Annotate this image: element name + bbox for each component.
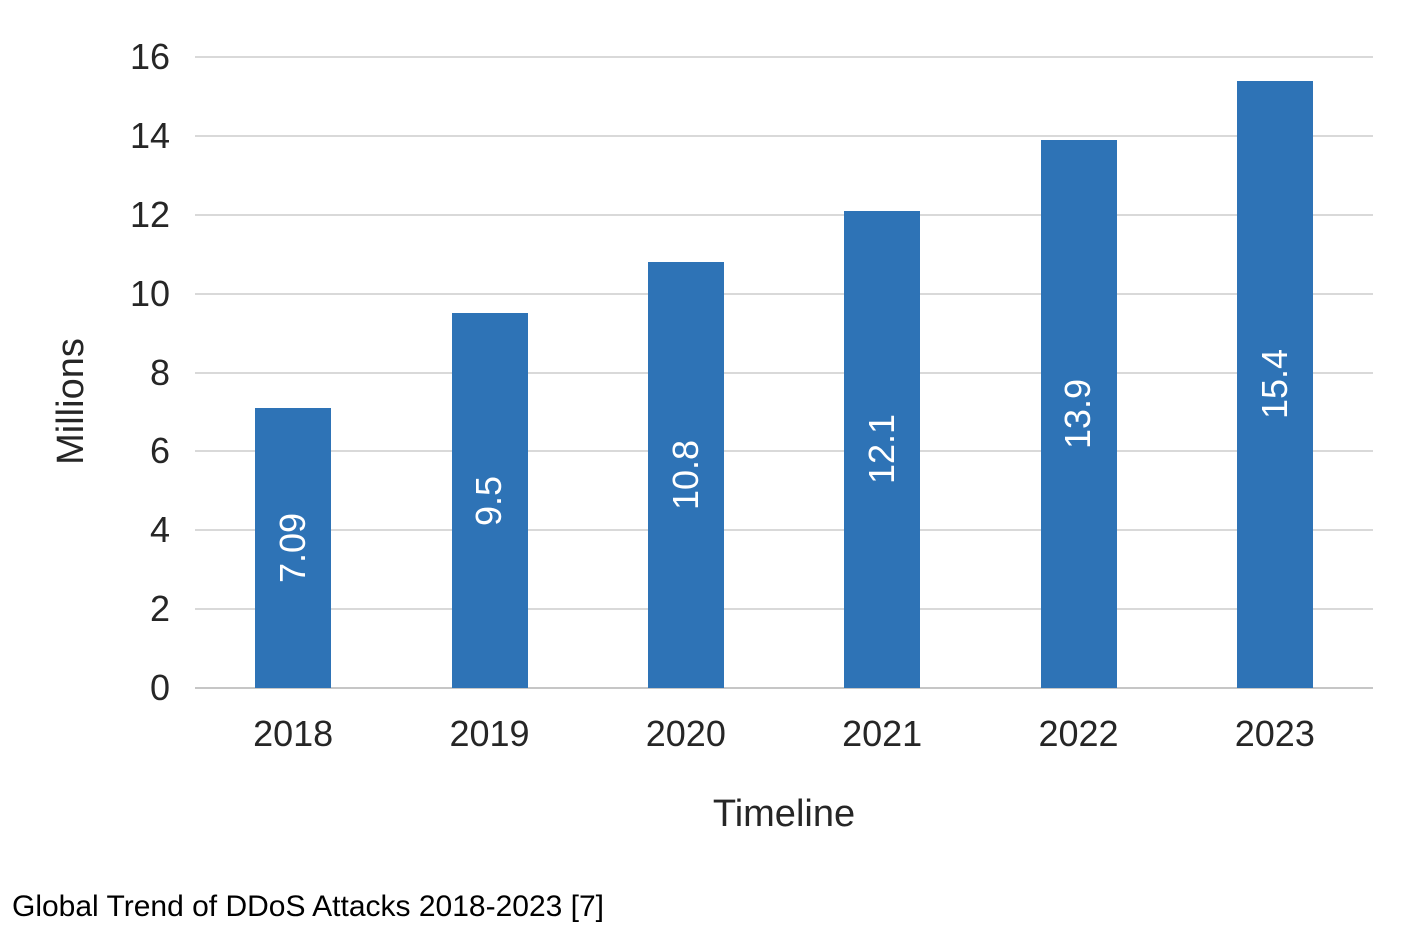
x-tick-label-2023: 2023 <box>1234 713 1315 754</box>
gridline-12 <box>195 213 1373 216</box>
bar-label-2019: 9.5 <box>468 475 510 526</box>
x-tick-label-2022: 2022 <box>1038 713 1119 754</box>
gridline-2 <box>195 608 1373 611</box>
x-tick-label-2018: 2018 <box>253 713 334 754</box>
y-tick-label-2: 2 <box>149 588 170 630</box>
y-tick-label-0: 0 <box>149 667 170 708</box>
gridline-14 <box>195 134 1373 137</box>
bar-2022: 13.9 <box>1040 139 1117 688</box>
gridline-6 <box>195 450 1373 453</box>
y-tick-label-8: 8 <box>149 351 170 393</box>
figure-caption: Global Trend of DDoS Attacks 2018-2023 [… <box>12 890 605 923</box>
x-axis-line <box>195 687 1373 689</box>
gridline-16 <box>195 56 1373 58</box>
gridline-4 <box>195 529 1373 532</box>
y-tick-label-16: 16 <box>129 36 170 77</box>
y-tick-label-12: 12 <box>129 193 170 235</box>
x-axis-title: Timeline <box>712 793 856 835</box>
bar-label-2022: 13.9 <box>1057 378 1099 449</box>
bar-2020: 10.8 <box>647 262 724 688</box>
bar-2018: 7.09 <box>255 408 332 688</box>
bar-label-2020: 10.8 <box>664 439 706 511</box>
bar-label-2021: 12.1 <box>861 414 903 485</box>
bar-label-2023: 15.4 <box>1253 349 1295 420</box>
y-tick-label-4: 4 <box>149 509 170 551</box>
bar-2023: 15.4 <box>1236 80 1313 688</box>
x-tick-label-2019: 2019 <box>449 713 530 754</box>
bar-label-2018: 7.09 <box>272 513 314 584</box>
x-tick-label-2021: 2021 <box>842 713 923 754</box>
y-tick-label-14: 14 <box>129 114 170 156</box>
y-tick-label-10: 10 <box>129 272 170 314</box>
x-tick-label-2020: 2020 <box>645 713 726 754</box>
bar-2021: 12.1 <box>844 210 921 688</box>
gridline-8 <box>195 371 1373 374</box>
gridline-10 <box>195 292 1373 295</box>
bar-2019: 9.5 <box>451 313 528 688</box>
y-tick-label-6: 6 <box>149 430 170 472</box>
